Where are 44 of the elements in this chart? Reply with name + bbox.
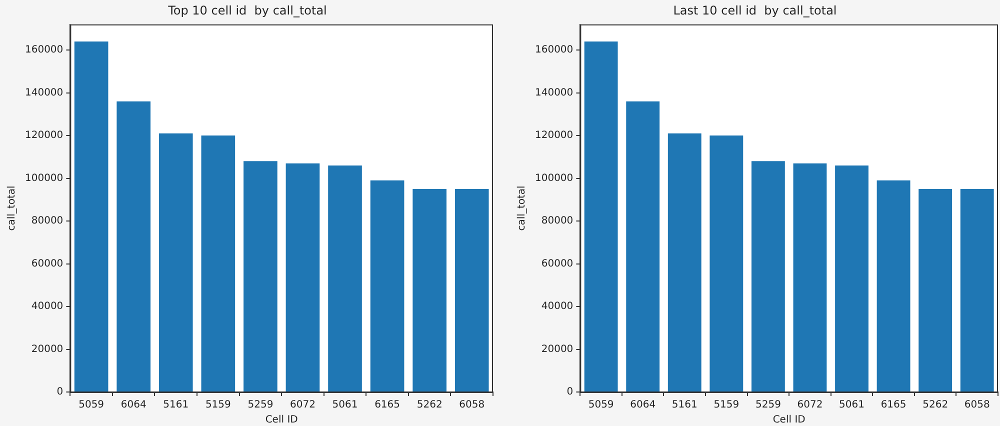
y-tick-label: 100000	[534, 172, 574, 184]
x-tick-label: 5259	[755, 400, 781, 411]
x-tick-label: 5262	[416, 400, 442, 411]
x-tick-label: 6064	[630, 400, 656, 411]
y-tick-label: 80000	[541, 216, 574, 227]
x-tick-label: 5159	[205, 400, 231, 411]
y-axis-title: call_total	[6, 186, 18, 231]
x-tick-label: 5161	[672, 400, 698, 411]
x-tick-label: 5159	[714, 400, 740, 411]
x-tick-label: 5259	[248, 400, 274, 411]
x-tick-label: 6058	[459, 400, 485, 411]
y-tick-label: 100000	[24, 172, 64, 184]
x-tick-label: 5161	[163, 400, 189, 411]
x-axis-title: Cell ID	[265, 414, 298, 426]
x-tick-label: 6165	[374, 400, 400, 411]
y-tick-label: 120000	[534, 130, 574, 142]
x-tick-label: 5059	[78, 400, 104, 411]
x-tick-label: 6072	[290, 400, 316, 411]
x-tick-label: 6072	[797, 400, 823, 411]
y-tick-label: 140000	[534, 87, 574, 98]
y-tick-label: 60000	[31, 258, 64, 270]
x-tick-label: 6165	[880, 400, 906, 411]
x-tick-label: 5061	[332, 400, 358, 411]
y-tick-label: 40000	[541, 301, 574, 312]
y-tick-label: 160000	[24, 44, 64, 56]
y-tick-label: 20000	[31, 344, 64, 355]
y-tick-label: 160000	[534, 44, 574, 56]
x-tick-label: 5059	[588, 400, 614, 411]
chart-title: Top 10 cell id by call_total	[167, 3, 327, 18]
y-tick-label: 60000	[541, 258, 574, 270]
x-tick-label: 6058	[964, 400, 990, 411]
x-tick-label: 5061	[839, 400, 864, 411]
chart-title: Last 10 cell id by call_total	[673, 3, 837, 18]
y-axis-title: call_total	[516, 186, 528, 231]
y-tick-label: 40000	[31, 301, 64, 312]
x-axis-title: Cell ID	[772, 414, 806, 426]
y-tick-label: 0	[56, 386, 64, 398]
y-tick-label: 0	[566, 386, 574, 398]
y-tick-label: 80000	[31, 216, 64, 227]
y-tick-label: 120000	[24, 130, 64, 142]
y-tick-label: 140000	[24, 87, 64, 98]
x-tick-label: 6064	[120, 400, 146, 411]
x-tick-label: 5262	[922, 400, 948, 411]
y-tick-label: 20000	[541, 344, 574, 355]
